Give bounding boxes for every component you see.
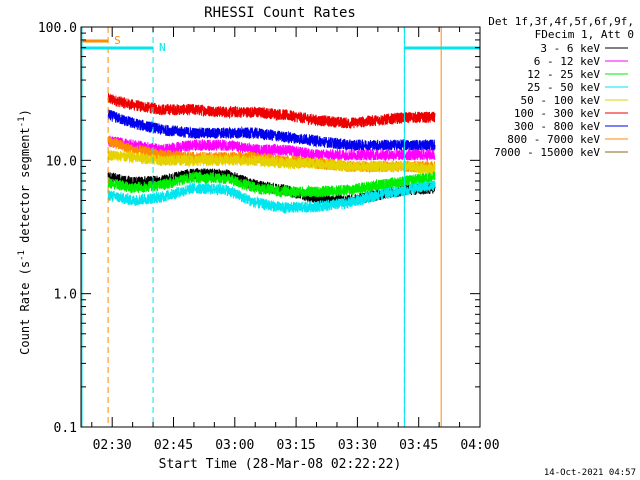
y-axis: 100.0 10.0 1.0 0.1 — [38, 21, 480, 436]
legend-entry-label: 25 - 50 keV — [527, 81, 600, 94]
x-tick-label: 04:00 — [460, 438, 499, 453]
y-tick-label: 1.0 — [54, 288, 77, 303]
marker-label-n: N — [159, 41, 166, 54]
x-tick-label: 02:30 — [93, 438, 132, 453]
attenuator-markers-group: SN — [81, 27, 481, 427]
y-axis-label-sup-1: -1 — [17, 250, 27, 261]
legend-entry-label: 50 - 100 keV — [521, 94, 601, 107]
x-axis-label: Start Time (28-Mar-08 02:22:22) — [159, 457, 402, 472]
plot-frame — [80, 26, 481, 428]
x-tick-label: 03:30 — [338, 438, 377, 453]
legend-entry-label: 300 - 800 keV — [514, 120, 600, 133]
render-timestamp: 14-Oct-2021 04:57 — [544, 468, 636, 478]
legend-entry-label: 7000 - 15000 keV — [494, 146, 600, 159]
legend-entry-label: 12 - 25 keV — [527, 68, 600, 81]
x-axis: 02:30 02:45 03:00 03:15 03:30 03:45 04:00 — [91, 27, 500, 453]
series-line-100-300-kev — [107, 93, 436, 129]
series-line-50-100-kev — [107, 149, 436, 175]
series-line-12-25-kev — [107, 171, 436, 200]
legend-entry-label: 800 - 7000 keV — [507, 133, 600, 146]
legend-entry-label: 3 - 6 keV — [540, 42, 600, 55]
y-axis-label-end: ) — [18, 109, 32, 116]
x-tick-label: 03:45 — [399, 438, 438, 453]
x-tick-label: 03:00 — [215, 438, 254, 453]
legend-header-line-2: FDecim 1, Att 0 — [535, 28, 634, 41]
legend-header-line-1: Det 1f,3f,4f,5f,6f,9f, — [488, 15, 634, 28]
y-axis-label-main: Count Rate (s — [18, 261, 32, 355]
chart-title: RHESSI Count Rates — [204, 5, 356, 21]
y-axis-label-sup-2: -1 — [17, 116, 27, 127]
y-tick-label: 100.0 — [38, 21, 77, 36]
series-line-25-50-kev — [107, 180, 436, 215]
x-tick-label: 03:15 — [277, 438, 316, 453]
legend-entry-label: 100 - 300 keV — [514, 107, 600, 120]
y-tick-label: 0.1 — [54, 421, 77, 436]
series-line-6-12-kev — [107, 135, 436, 162]
plot-series-group — [107, 93, 436, 215]
x-tick-label: 02:45 — [154, 438, 193, 453]
y-tick-label: 10.0 — [46, 154, 77, 169]
legend: Det 1f,3f,4f,5f,6f,9f, FDecim 1, Att 0 3… — [488, 15, 634, 159]
marker-label-s: S — [114, 34, 121, 47]
series-line-300-800-kev — [107, 109, 436, 152]
y-axis-label: Count Rate (s-1 detector segment-1) — [17, 109, 32, 355]
y-axis-label-mid: detector segment — [18, 127, 32, 250]
legend-entry-label: 6 - 12 keV — [534, 55, 601, 68]
